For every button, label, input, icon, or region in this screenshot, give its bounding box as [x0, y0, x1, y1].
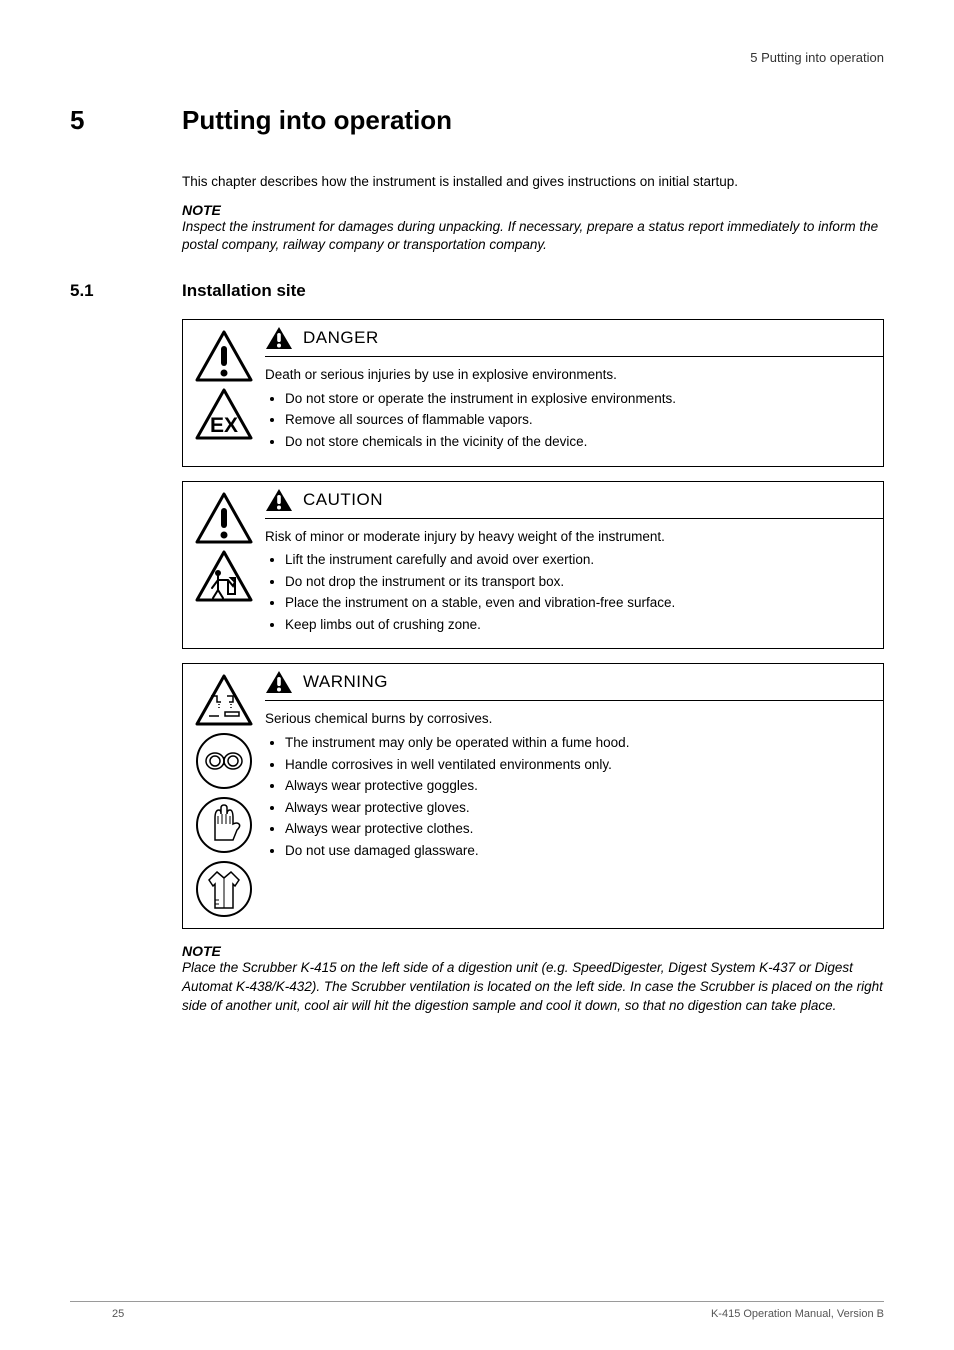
bottom-note-label: NOTE	[182, 943, 884, 959]
danger-icon-column: EX	[183, 320, 265, 465]
alert-triangle-icon	[265, 326, 293, 350]
warning-bullet-list: The instrument may only be operated with…	[285, 733, 869, 860]
warning-callout: WARNING Serious chemical burns by corros…	[182, 663, 884, 929]
header-context: 5 Putting into operation	[70, 50, 884, 65]
list-item: Keep limbs out of crushing zone.	[285, 615, 869, 635]
note-text: Inspect the instrument for damages durin…	[182, 218, 884, 256]
caution-icon-column	[183, 482, 265, 649]
intro-paragraph: This chapter describes how the instrumen…	[182, 172, 884, 192]
list-item: Do not store chemicals in the vicinity o…	[285, 432, 869, 452]
list-item: Always wear protective clothes.	[285, 819, 869, 839]
list-item: Lift the instrument carefully and avoid …	[285, 550, 869, 570]
danger-lead: Death or serious injuries by use in expl…	[265, 365, 869, 385]
explosion-ex-icon: EX	[195, 388, 253, 440]
list-item: Place the instrument on a stable, even a…	[285, 593, 869, 613]
danger-header: DANGER	[265, 320, 883, 357]
svg-text:EX: EX	[210, 414, 238, 437]
caution-header: CAUTION	[265, 482, 883, 519]
list-item: Remove all sources of flammable vapors.	[285, 410, 869, 430]
chapter-title: Putting into operation	[182, 105, 452, 136]
chapter-heading: 5 Putting into operation	[70, 105, 884, 136]
alert-triangle-icon	[265, 488, 293, 512]
caution-bullet-list: Lift the instrument carefully and avoid …	[285, 550, 869, 634]
warning-icon-column	[183, 664, 265, 928]
warning-lead: Serious chemical burns by corrosives.	[265, 709, 869, 729]
note-label: NOTE	[182, 202, 884, 218]
footer-doc-title: K-415 Operation Manual, Version B	[711, 1308, 884, 1320]
list-item: Always wear protective goggles.	[285, 776, 869, 796]
danger-word: DANGER	[303, 328, 379, 348]
caution-callout: CAUTION Risk of minor or moderate injury…	[182, 481, 884, 650]
section-title: Installation site	[182, 281, 306, 301]
bottom-note-text: Place the Scrubber K-415 on the left sid…	[182, 959, 884, 1016]
list-item: Always wear protective gloves.	[285, 798, 869, 818]
warning-exclamation-icon	[195, 330, 253, 382]
chapter-number: 5	[70, 105, 182, 136]
caution-lead: Risk of minor or moderate injury by heav…	[265, 527, 869, 547]
danger-callout: EX DANGER Death or serious injuries by u…	[182, 319, 884, 466]
warning-word: WARNING	[303, 672, 388, 692]
section-heading: 5.1 Installation site	[70, 281, 884, 301]
footer-page-number: 25	[70, 1308, 124, 1320]
list-item: Do not use damaged glassware.	[285, 841, 869, 861]
list-item: Handle corrosives in well ventilated env…	[285, 755, 869, 775]
caution-word: CAUTION	[303, 490, 383, 510]
heavy-lift-icon	[195, 550, 253, 602]
list-item: Do not store or operate the instrument i…	[285, 389, 869, 409]
warning-exclamation-icon	[195, 492, 253, 544]
alert-triangle-icon	[265, 670, 293, 694]
section-number: 5.1	[70, 281, 182, 301]
glove-icon	[195, 796, 253, 854]
goggles-icon	[195, 732, 253, 790]
list-item: Do not drop the instrument or its transp…	[285, 572, 869, 592]
page-footer: 25 K-415 Operation Manual, Version B	[70, 1301, 884, 1320]
warning-header: WARNING	[265, 664, 883, 701]
corrosive-hand-icon	[195, 674, 253, 726]
list-item: The instrument may only be operated with…	[285, 733, 869, 753]
danger-bullet-list: Do not store or operate the instrument i…	[285, 389, 869, 452]
lab-coat-icon	[195, 860, 253, 918]
